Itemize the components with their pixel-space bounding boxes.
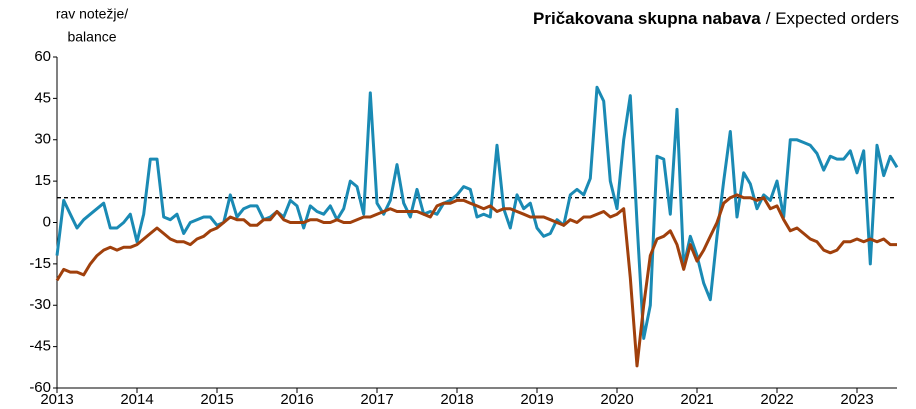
x-tick-label: 2019 xyxy=(520,391,553,408)
y-tick-label: 0 xyxy=(43,213,51,230)
y-tick-label: 30 xyxy=(34,131,51,148)
x-tick-label: 2013 xyxy=(40,391,73,408)
y-axis-label: rav notežje/ xyxy=(56,6,128,22)
line-series xyxy=(55,85,899,340)
y-tick-label: 45 xyxy=(34,89,51,106)
x-tick-label: 2016 xyxy=(280,391,313,408)
x-tick-label: 2020 xyxy=(600,391,633,408)
x-tick-label: 2022 xyxy=(760,391,793,408)
chart-title-group: Pričakovana skupna nabava / Expected orde… xyxy=(533,9,899,28)
y-tick-label: 15 xyxy=(34,172,51,189)
y-axis-label: balance xyxy=(67,29,116,45)
y-tick-label: 60 xyxy=(34,48,51,65)
y-tick-label: -60 xyxy=(29,379,51,396)
x-tick-label: 2018 xyxy=(440,391,473,408)
y-tick-label: -45 xyxy=(29,338,51,355)
chart-title: Pričakovana skupna nabava xyxy=(533,9,761,28)
x-tick-label: 2015 xyxy=(200,391,233,408)
chart-subtitle: / Expected orders xyxy=(766,9,899,28)
x-tick-label: 2014 xyxy=(120,391,153,408)
y-tick-label: -15 xyxy=(29,255,51,272)
x-tick-label: 2023 xyxy=(840,391,873,408)
y-tick-label: -30 xyxy=(29,296,51,313)
line-series xyxy=(55,193,897,368)
x-tick-label: 2017 xyxy=(360,391,393,408)
x-tick-label: 2021 xyxy=(680,391,713,408)
